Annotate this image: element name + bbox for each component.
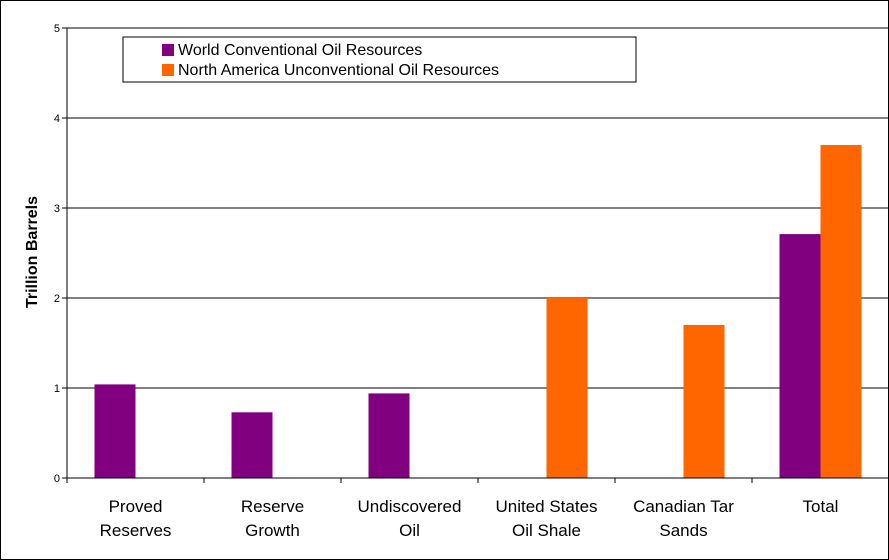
y-tick-label: 5 (54, 23, 60, 35)
bar-north-america-unconventional (820, 145, 862, 478)
bar-world-conventional (779, 234, 821, 478)
bars (94, 145, 862, 478)
bar-north-america-unconventional (683, 325, 725, 478)
x-category-label: Total (803, 497, 839, 516)
legend-swatch (162, 44, 174, 56)
legend-swatch (162, 64, 174, 76)
bar-world-conventional (368, 393, 410, 478)
y-axis-label: Trillion Barrels (24, 196, 41, 308)
y-tick-label: 4 (54, 113, 60, 125)
y-tick-label: 0 (54, 473, 60, 485)
bar-world-conventional (94, 384, 136, 478)
bar-north-america-unconventional (546, 298, 588, 478)
legend-label: World Conventional Oil Resources (178, 42, 422, 59)
x-category-label: Proved (109, 497, 163, 516)
x-category-label: United States (495, 497, 597, 516)
x-category-label: Oil Shale (512, 521, 581, 540)
y-tick-label: 1 (54, 383, 60, 395)
gridlines (67, 27, 889, 389)
x-category-label: Sands (659, 521, 707, 540)
legend: World Conventional Oil Resources North Am… (122, 36, 637, 83)
y-tick-label: 3 (54, 203, 60, 215)
x-category-label: Reserve (241, 497, 304, 516)
x-category-label: Oil (399, 521, 420, 540)
axes: 0 1 2 3 4 5 Proved Reserves Reserve Growth Undisco… (54, 23, 889, 540)
x-category-label: Reserves (100, 521, 172, 540)
x-category-label: Growth (245, 521, 300, 540)
y-tick-label: 2 (54, 293, 60, 305)
legend-label: North America Unconventional Oil Resourc… (178, 62, 499, 79)
legend-box (122, 36, 637, 83)
x-category-label: Canadian Tar (633, 497, 734, 516)
bar-world-conventional (231, 412, 273, 478)
x-category-label: Undiscovered (358, 497, 462, 516)
